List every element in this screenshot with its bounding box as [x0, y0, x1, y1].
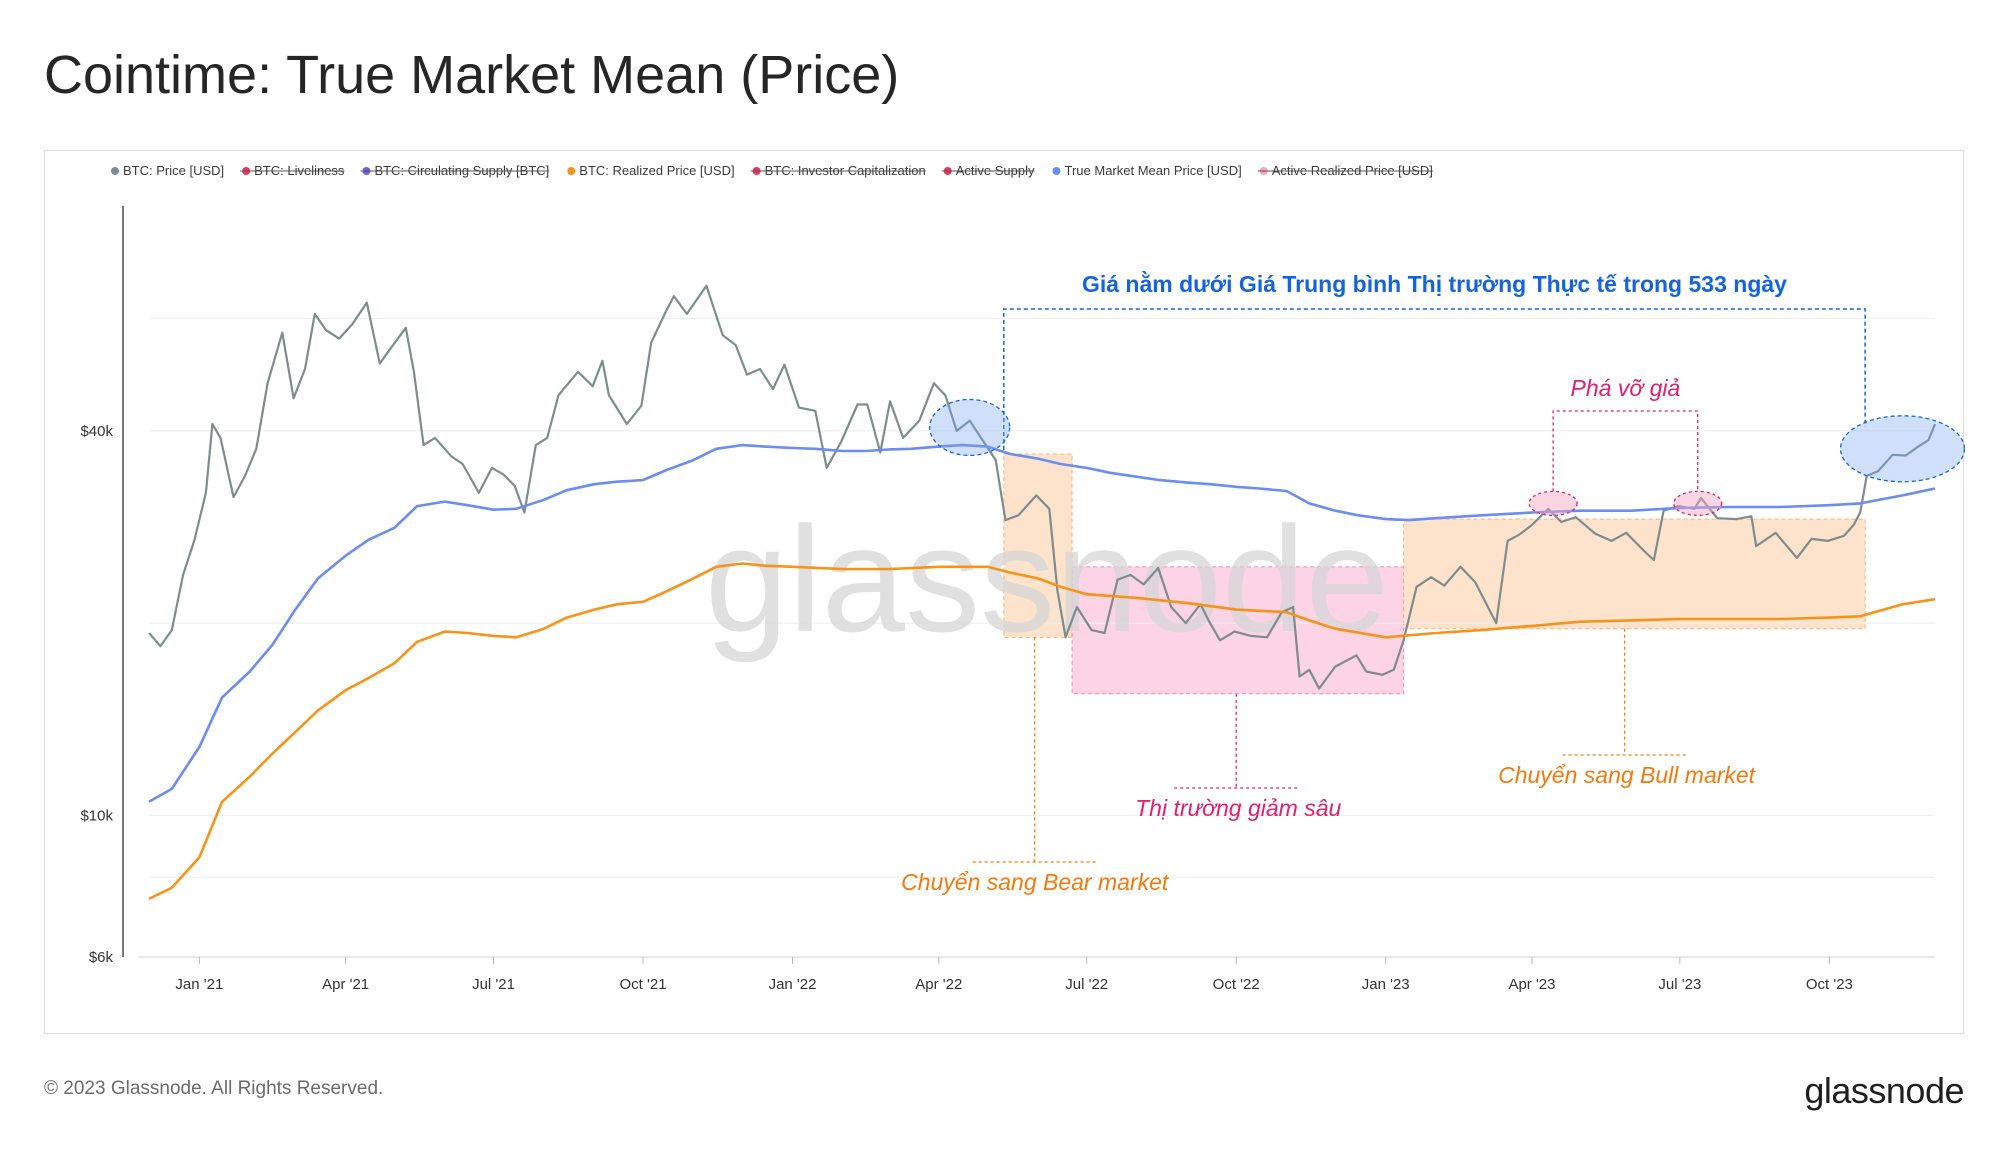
- legend-item: BTC: Investor Capitalization: [750, 163, 926, 178]
- x-tick-label: Jul '21: [472, 976, 515, 993]
- legend-marker: [111, 167, 119, 175]
- x-tick-label: Apr '23: [1508, 976, 1555, 993]
- series-true-market-mean-price-usd: [148, 443, 1936, 803]
- page-title: Cointime: True Market Mean (Price): [44, 45, 900, 105]
- legend-marker: [567, 167, 576, 175]
- legend-item: True Market Mean Price [USD]: [1052, 163, 1242, 178]
- ellipse-false-break-2: [1673, 490, 1723, 517]
- series-lines: [148, 284, 1937, 900]
- y-tick-label: $40k: [80, 423, 113, 440]
- annotation-to-bear: Chuyển sang Bear market: [901, 869, 1170, 895]
- x-tick-label: Jan '21: [175, 976, 223, 993]
- legend-item: BTC: Circulating Supply [BTC]: [360, 163, 550, 178]
- chart-watermark: glassnode: [705, 495, 1389, 663]
- bracket-below-mean: [1003, 308, 1866, 451]
- x-tick-label: Apr '21: [322, 976, 369, 993]
- annotation-below-mean: Giá nằm dưới Giá Trung bình Thị trường T…: [1082, 270, 1787, 297]
- copyright-text: © 2023 Glassnode. All Rights Reserved.: [44, 1078, 384, 1099]
- x-tick-label: Jul '22: [1065, 976, 1108, 993]
- region-bull-transition: [1403, 518, 1866, 630]
- annotations: Giá nằm dưới Giá Trung bình Thị trường T…: [901, 270, 1965, 895]
- chart-svg: glassnode $40k $10k $6k Jan '21 Apr '21 Jul '…: [80, 163, 1965, 993]
- x-tick-label: Oct '23: [1806, 976, 1853, 993]
- chart-legend: BTC: Price [USD] BTC: Liveliness BTC: Circ…: [111, 163, 1433, 178]
- ellipse-recovery: [1839, 415, 1965, 483]
- legend-item: BTC: Realized Price [USD]: [567, 163, 735, 178]
- legend-item: BTC: Price [USD]: [111, 163, 224, 178]
- x-tick-label: Oct '21: [620, 976, 667, 993]
- legend-item: Active Realized Price [USD]: [1257, 163, 1433, 178]
- ellipse-false-break-1: [1528, 490, 1578, 517]
- series-btc-realized-price-usd: [148, 562, 1936, 900]
- legend-label: BTC: Realized Price [USD]: [579, 163, 734, 178]
- x-tick-label: Jul '23: [1658, 976, 1701, 993]
- y-tick-label: $6k: [89, 949, 114, 966]
- x-tick-label: Oct '22: [1213, 976, 1260, 993]
- x-tick-label: Jan '22: [769, 976, 817, 993]
- y-tick-label: $10k: [80, 807, 113, 824]
- series-btc-price-usd: [148, 284, 1937, 690]
- annotation-false-break: Phá vỡ giả: [1571, 375, 1681, 401]
- annotation-deep-bear: Thị trường giảm sâu: [1135, 795, 1341, 821]
- glassnode-logo: glassnode: [1804, 1070, 1964, 1111]
- x-tick-label: Jan '23: [1362, 976, 1410, 993]
- axes: $40k $10k $6k Jan '21 Apr '21 Jul '21 Oct '21 J…: [80, 206, 1935, 993]
- chart-frame: glassnode $40k $10k $6k Jan '21 Apr '21 Jul '…: [44, 150, 1965, 1034]
- legend-item: BTC: Liveliness: [240, 163, 345, 178]
- legend-item: Active Supply: [941, 163, 1035, 178]
- legend-label: BTC: Price [USD]: [123, 163, 224, 178]
- watermark-group: glassnode: [705, 495, 1389, 663]
- annotation-to-bull: Chuyển sang Bull market: [1498, 762, 1757, 788]
- legend-label: True Market Mean Price [USD]: [1065, 163, 1242, 178]
- legend-marker: [1052, 167, 1061, 175]
- ellipse-breakdown: [929, 398, 1011, 457]
- x-tick-label: Apr '22: [915, 976, 962, 993]
- bracket-false-break: [1552, 410, 1699, 492]
